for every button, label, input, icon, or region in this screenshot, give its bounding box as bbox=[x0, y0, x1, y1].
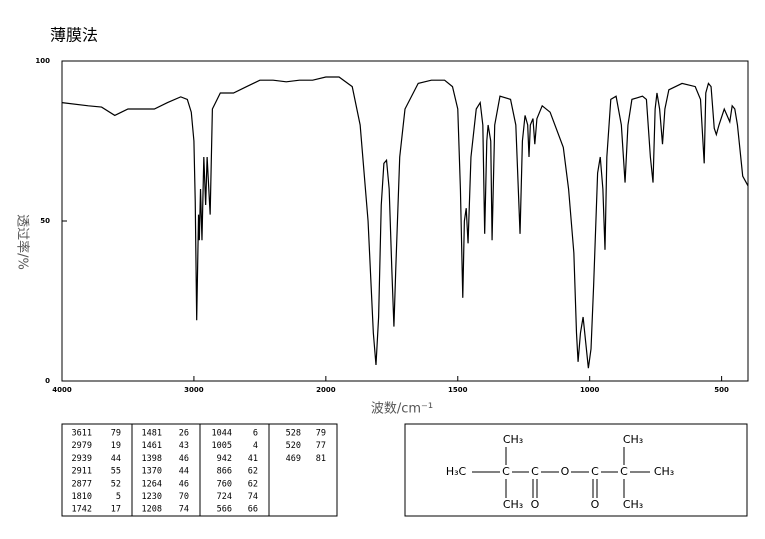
atom: CH₃ bbox=[654, 465, 674, 478]
peak-transmittance: 41 bbox=[248, 454, 258, 464]
peak-wavenumber: 1810 bbox=[72, 492, 92, 502]
peak-transmittance: 52 bbox=[111, 479, 121, 489]
x-tick-label: 4000 bbox=[52, 386, 72, 394]
atom: CH₃ bbox=[623, 498, 643, 511]
peak-transmittance: 79 bbox=[316, 429, 326, 439]
peak-wavenumber: 942 bbox=[217, 454, 232, 464]
atom: O bbox=[591, 498, 600, 511]
peak-wavenumber: 469 bbox=[286, 454, 301, 464]
peak-table: 3611 79 2979 19 2939 44 2911 55 2877 52 1810 5 1742 1… bbox=[61, 423, 338, 517]
x-tick-label: 2000 bbox=[316, 386, 336, 394]
y-tick-label: 0 bbox=[45, 377, 50, 385]
peak-transmittance: 44 bbox=[179, 467, 189, 477]
peak-transmittance: 5 bbox=[116, 492, 121, 502]
peak-wavenumber: 1005 bbox=[212, 441, 232, 451]
atom: C bbox=[591, 465, 599, 478]
atom: O bbox=[531, 498, 540, 511]
peak-transmittance: 44 bbox=[111, 454, 121, 464]
atom: O bbox=[561, 465, 570, 478]
peak-transmittance: 46 bbox=[179, 454, 189, 464]
peak-wavenumber: 528 bbox=[286, 429, 301, 439]
x-tick-label: 3000 bbox=[184, 386, 204, 394]
peak-transmittance: 19 bbox=[111, 441, 121, 451]
atom: H₃C bbox=[446, 465, 467, 478]
x-axis-label: 波数/cm⁻¹ bbox=[371, 402, 433, 417]
chart-title: 薄膜法 bbox=[50, 26, 98, 45]
peak-transmittance: 46 bbox=[179, 479, 189, 489]
y-tick-label: 50 bbox=[40, 217, 50, 225]
atom: C bbox=[531, 465, 539, 478]
peak-transmittance: 79 bbox=[111, 429, 121, 439]
atom: CH₃ bbox=[623, 433, 643, 446]
peak-wavenumber: 1481 bbox=[142, 429, 162, 439]
peak-wavenumber: 1264 bbox=[142, 479, 162, 489]
y-tick-label: 100 bbox=[35, 57, 50, 65]
peak-transmittance: 81 bbox=[316, 454, 326, 464]
atom: C bbox=[502, 465, 510, 478]
peak-wavenumber: 760 bbox=[217, 479, 232, 489]
peak-wavenumber: 1208 bbox=[142, 505, 162, 515]
x-tick-label: 1000 bbox=[580, 386, 600, 394]
structure-frame bbox=[404, 423, 748, 517]
peak-wavenumber: 520 bbox=[286, 441, 301, 451]
peak-wavenumber: 1370 bbox=[142, 467, 162, 477]
peak-transmittance: 74 bbox=[179, 505, 189, 515]
peak-wavenumber: 1398 bbox=[142, 454, 162, 464]
peak-wavenumber: 1461 bbox=[142, 441, 162, 451]
peak-transmittance: 66 bbox=[248, 505, 258, 515]
peak-transmittance: 77 bbox=[316, 441, 326, 451]
peak-wavenumber: 1044 bbox=[212, 429, 232, 439]
peak-transmittance: 62 bbox=[248, 467, 258, 477]
peak-transmittance: 17 bbox=[111, 505, 121, 515]
peak-transmittance: 43 bbox=[179, 441, 189, 451]
atom: C bbox=[620, 465, 628, 478]
peak-wavenumber: 2877 bbox=[72, 479, 92, 489]
peak-wavenumber: 2939 bbox=[72, 454, 92, 464]
spectrum-line bbox=[61, 76, 749, 369]
peak-wavenumber: 724 bbox=[217, 492, 232, 502]
structure bbox=[404, 423, 748, 517]
peak-wavenumber: 866 bbox=[217, 467, 232, 477]
peak-wavenumber: 1742 bbox=[72, 505, 92, 515]
x-tick-label: 1500 bbox=[448, 386, 468, 394]
peak-wavenumber: 2911 bbox=[72, 467, 92, 477]
peak-transmittance: 6 bbox=[253, 429, 258, 439]
peak-transmittance: 55 bbox=[111, 467, 121, 477]
x-tick-label: 500 bbox=[714, 386, 729, 394]
peak-transmittance: 26 bbox=[179, 429, 189, 439]
peak-wavenumber: 566 bbox=[217, 505, 232, 515]
peak-transmittance: 70 bbox=[179, 492, 189, 502]
peak-transmittance: 62 bbox=[248, 479, 258, 489]
atom: CH₃ bbox=[503, 498, 523, 511]
peak-wavenumber: 2979 bbox=[72, 441, 92, 451]
peak-wavenumber: 3611 bbox=[72, 429, 92, 439]
y-axis-label: 透过率/% bbox=[15, 214, 31, 270]
peak-transmittance: 4 bbox=[253, 441, 258, 451]
atom: CH₃ bbox=[503, 433, 523, 446]
peak-wavenumber: 1230 bbox=[142, 492, 162, 502]
peak-transmittance: 74 bbox=[248, 492, 258, 502]
